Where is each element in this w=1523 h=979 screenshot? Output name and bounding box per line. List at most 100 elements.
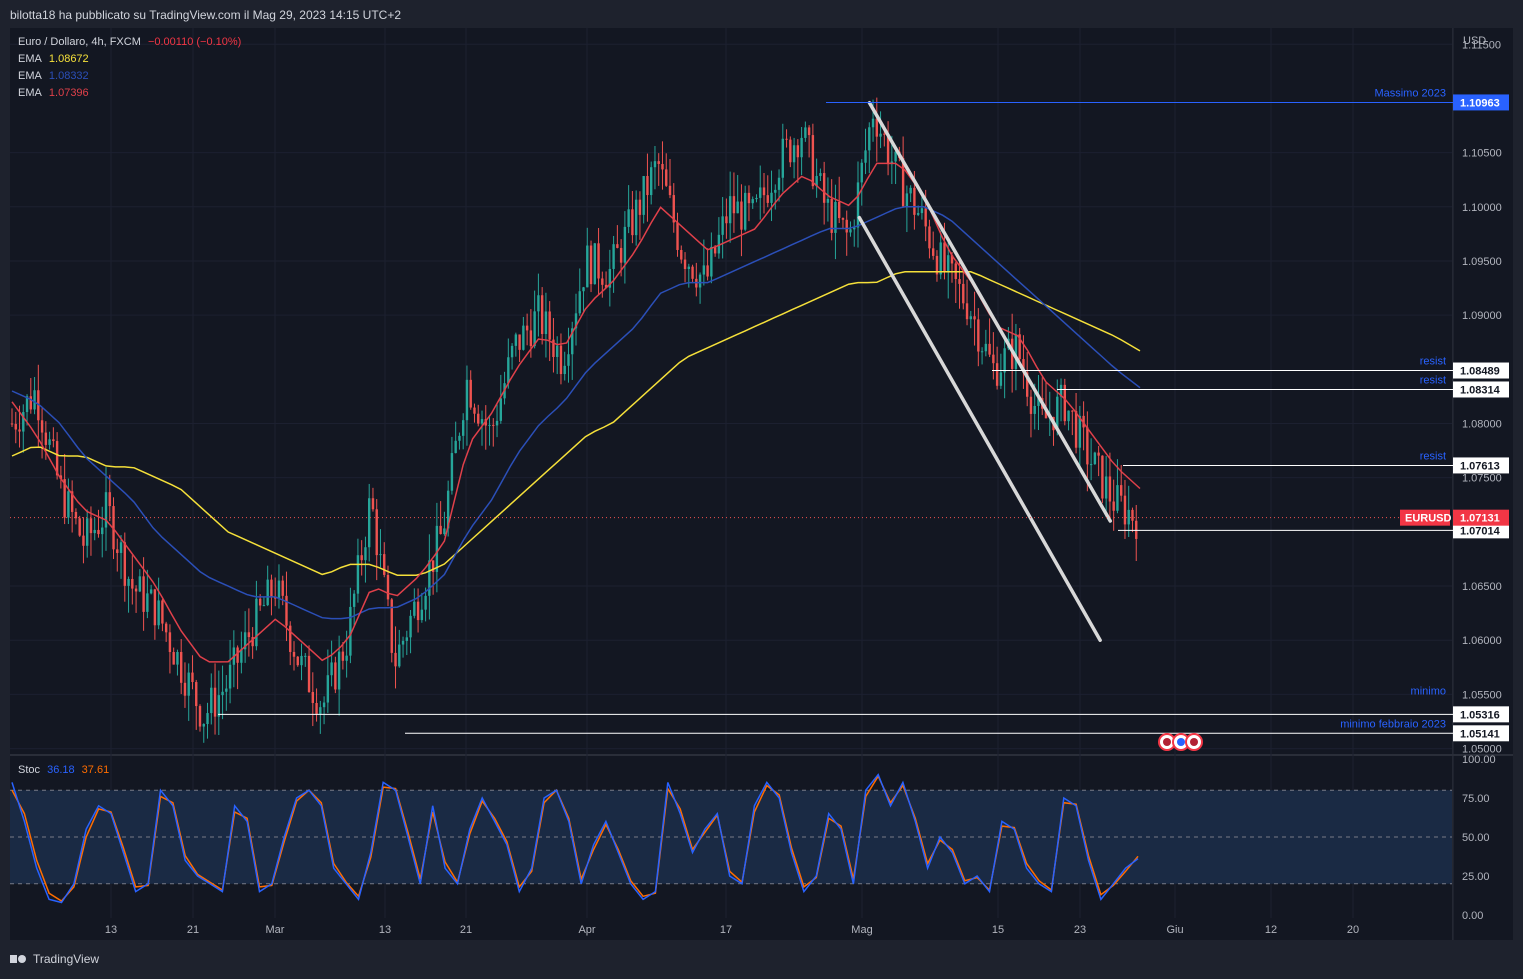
candle-body: [514, 334, 518, 346]
candle-body: [1067, 410, 1070, 422]
candle-body: [1003, 348, 1006, 373]
candle-body: [394, 652, 397, 667]
candle-body: [916, 213, 920, 215]
candle-body: [774, 189, 777, 193]
candle-body: [781, 138, 784, 178]
candle-body: [101, 527, 104, 535]
candle-body: [634, 199, 638, 236]
candle-body: [495, 420, 499, 426]
candle-body: [909, 187, 912, 194]
candle-body: [856, 182, 860, 228]
candle-body: [830, 198, 833, 233]
candle-body: [465, 379, 469, 421]
candle-body: [258, 598, 262, 606]
candle-body: [947, 255, 950, 272]
stoch-d-value: 37.61: [81, 764, 110, 776]
candle-body: [228, 664, 232, 689]
tradingview-logo[interactable]: TradingView: [10, 952, 99, 966]
candle-body: [488, 424, 491, 426]
legend-change: −0.00110 (−0.10%): [147, 36, 242, 48]
candle-body: [616, 244, 619, 248]
candle-body: [544, 311, 548, 335]
level-price-text: 1.05316: [1460, 709, 1500, 721]
candle-body: [567, 354, 570, 366]
candle-body: [924, 208, 927, 227]
candle-body: [458, 435, 461, 441]
candle-body: [875, 118, 878, 137]
x-tick-label: 20: [1347, 924, 1359, 936]
candle-body: [25, 396, 29, 413]
candle-body: [10, 423, 14, 425]
candle-body: [1116, 485, 1119, 511]
candle-body: [962, 283, 965, 304]
candle-body: [285, 595, 288, 626]
candle-body: [683, 259, 687, 270]
candle-body: [142, 576, 145, 612]
candle-body: [563, 365, 566, 375]
candle-body: [537, 295, 540, 312]
candle-body: [86, 518, 89, 546]
candle-body: [1097, 452, 1100, 456]
candle-body: [112, 506, 115, 550]
candle-body: [52, 439, 55, 442]
candle-body: [146, 593, 149, 612]
candle-body: [804, 127, 807, 138]
main-legend: Euro / Dollaro, 4h, FXCM −0.00110 (−0.10…: [18, 34, 245, 102]
candle-body: [943, 242, 946, 272]
candle-body: [243, 632, 247, 650]
x-tick-label: 21: [187, 924, 199, 936]
stoch-legend: Stoc 36.18 37.61: [18, 762, 113, 779]
candle-body: [518, 334, 521, 350]
candle-body: [180, 651, 183, 683]
x-tick-label: 21: [460, 924, 472, 936]
candle-body: [559, 345, 563, 375]
y-tick-label: 1.10500: [1462, 148, 1502, 160]
time-axis: [10, 918, 1452, 940]
candle-body: [183, 682, 187, 696]
candle-body: [401, 640, 405, 645]
candle-body: [337, 651, 341, 690]
candle-body: [236, 647, 239, 663]
level-price-text: 1.08489: [1460, 366, 1500, 378]
stoch-y-tick-label: 0.00: [1462, 910, 1483, 922]
candle-body: [277, 580, 281, 598]
candle-body: [262, 605, 266, 607]
x-tick-label: Mar: [266, 924, 285, 936]
y-tick-label: 1.09500: [1462, 256, 1502, 268]
y-tick-label: 1.11500: [1462, 39, 1501, 51]
candle-body: [1014, 334, 1018, 369]
candle-body: [326, 675, 330, 703]
price-axis: [1453, 28, 1513, 940]
candle-body: [428, 560, 431, 596]
candle-body: [1029, 396, 1033, 414]
y-tick-label: 1.06000: [1462, 635, 1502, 647]
candle-body: [63, 479, 66, 518]
header-bar: bilotta18 ha pubblicato su TradingView.c…: [0, 0, 1523, 28]
candle-body: [213, 687, 217, 717]
candle-body: [717, 234, 721, 254]
candle-body: [548, 311, 551, 340]
tradingview-logo-icon: [10, 953, 28, 965]
candle-body: [127, 578, 130, 586]
symbol-tag: [1400, 509, 1450, 526]
candle-body: [33, 390, 36, 410]
candle-body: [725, 216, 728, 224]
candle-body: [811, 135, 815, 187]
candle-body: [995, 363, 999, 386]
candle-body: [255, 598, 258, 647]
candle-body: [668, 185, 672, 196]
candle-body: [1037, 398, 1040, 406]
y-tick-label: 1.07500: [1462, 473, 1502, 485]
candle-body: [939, 242, 942, 275]
candle-body: [116, 549, 119, 553]
candle-body: [691, 266, 694, 279]
level-price-text: 1.05141: [1460, 728, 1500, 740]
y-tick-label: 1.05000: [1462, 744, 1502, 756]
candle-body: [368, 498, 371, 548]
candle-body: [796, 145, 800, 158]
y-tick-label: 1.09000: [1462, 310, 1502, 322]
candle-body: [67, 491, 70, 518]
candle-body: [240, 649, 243, 663]
candle-body: [578, 291, 581, 314]
